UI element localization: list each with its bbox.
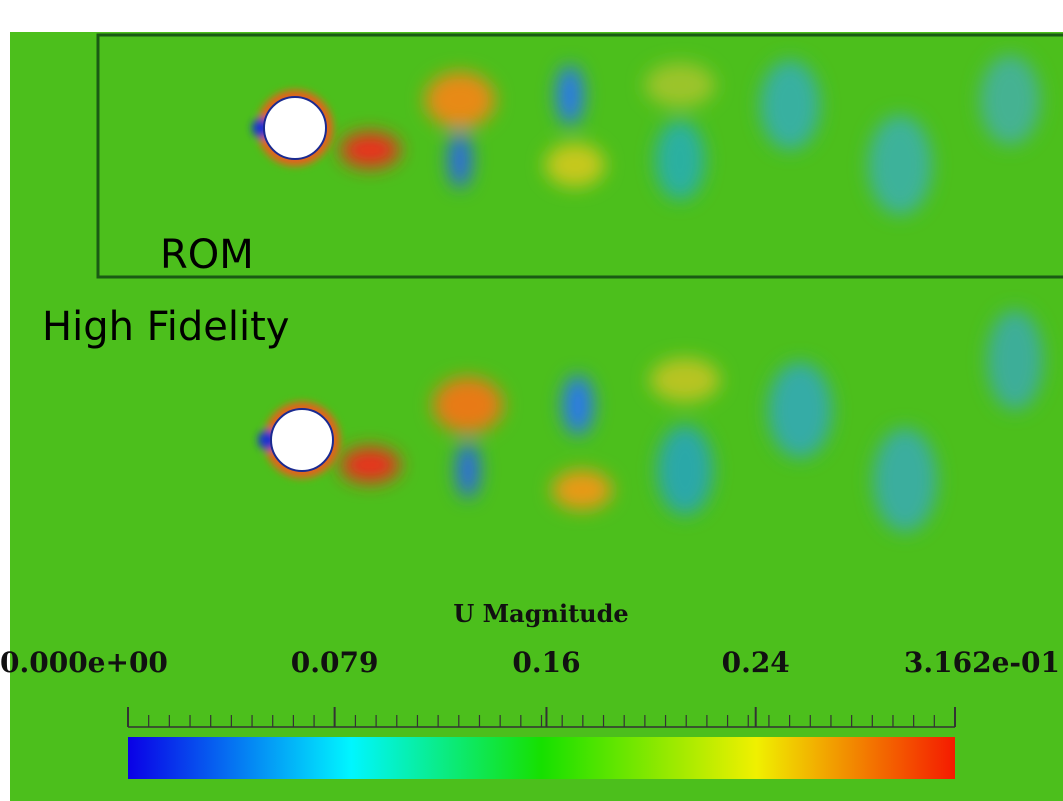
tick-label: 0.24: [722, 646, 790, 679]
colorbar-title: U Magnitude: [453, 599, 628, 628]
tick-label: 3.162e-01: [904, 646, 1060, 679]
high-fidelity-label: High Fidelity: [42, 304, 289, 350]
tick-label: 0.079: [291, 646, 379, 679]
tick-label: 0.16: [512, 646, 580, 679]
colorbar: [128, 737, 955, 779]
rom-label: ROM: [160, 232, 254, 278]
tick-label: 0.000e+00: [0, 646, 168, 679]
cylinder: [264, 97, 326, 159]
cylinder: [271, 409, 333, 471]
visualization: ROM High Fidelity U Magnitude 0.000e+00 0…: [0, 0, 1063, 801]
